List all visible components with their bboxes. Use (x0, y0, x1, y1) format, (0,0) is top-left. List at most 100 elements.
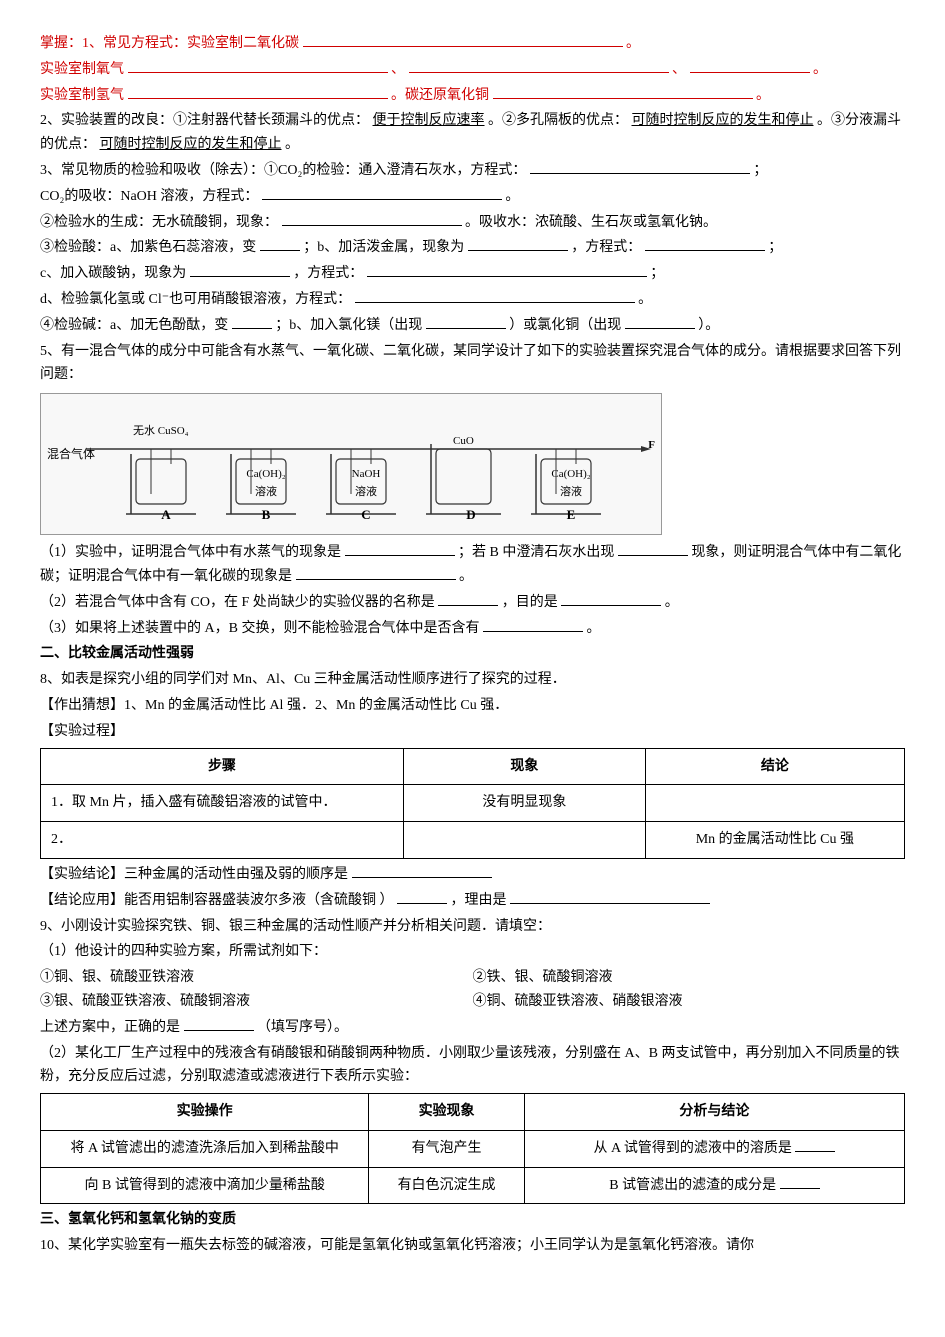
text: （3）如果将上述装置中的 A，B 交换，则不能检验混合气体中是否含有 (40, 621, 479, 636)
blank[interactable] (296, 565, 456, 580)
underline-text: 可随时控制反应的发生和停止 (100, 137, 282, 152)
text: （填写序号）。 (257, 1020, 348, 1035)
cell[interactable] (403, 822, 645, 859)
text: ；b、加入氯化镁（出现 (275, 318, 422, 333)
option-3: ③银、硫酸亚铁溶液、硫酸铜溶液 (40, 990, 473, 1014)
blank[interactable] (345, 541, 455, 556)
blank[interactable] (510, 889, 710, 904)
letter-c: C (321, 504, 411, 526)
col-op: 实验操作 (41, 1094, 369, 1131)
text: c、加入碳酸钠，现象为 (40, 266, 186, 281)
line-9: c、加入碳酸钠，现象为 ，方程式： ； (40, 262, 905, 286)
blank[interactable] (397, 889, 447, 904)
text: B 试管滤出的滤渣的成分是 (609, 1178, 776, 1193)
text: 。碳还原氧化铜 (391, 88, 489, 103)
col-step: 步骤 (41, 748, 404, 785)
naoh-label: NaOH溶液 (321, 465, 411, 502)
q9-1: （1）他设计的四种实验方案，所需试剂如下： (40, 940, 905, 964)
blank[interactable] (780, 1174, 820, 1189)
blank[interactable] (625, 314, 695, 329)
blank[interactable] (128, 84, 388, 99)
line-11: ④检验碱：a、加无色酚酞，变 ；b、加入氯化镁（出现 ）或氯化铜（出现 ）。 (40, 314, 905, 338)
text: 上述方案中，正确的是 (40, 1020, 180, 1035)
blank[interactable] (530, 159, 750, 174)
text: 2． (51, 832, 72, 847)
blank[interactable] (184, 1016, 254, 1031)
blank[interactable] (493, 84, 753, 99)
col-phenom: 实验现象 (369, 1094, 525, 1131)
blank[interactable] (355, 288, 635, 303)
q5-3: （3）如果将上述装置中的 A，B 交换，则不能检验混合气体中是否含有 。 (40, 617, 905, 641)
question-8: 8、如表是探究小组的同学们对 Mn、Al、Cu 三种金属活动性顺序进行了探究的过… (40, 668, 905, 692)
text: 。 (638, 292, 652, 307)
cell: 没有明显现象 (403, 785, 645, 822)
sep: 、 (391, 62, 405, 77)
heading-2: 二、比较金属活动性强弱 (40, 642, 905, 666)
blank[interactable] (618, 541, 688, 556)
table-row: 向 B 试管得到的滤液中滴加少量稀盐酸 有白色沉淀生成 B 试管滤出的滤渣的成分… (41, 1167, 905, 1204)
cell[interactable]: 2． (41, 822, 404, 859)
text: 。 (285, 137, 299, 152)
question-9: 9、小刚设计实验探究铁、铜、银三种金属的活动性顺产并分析相关问题．请填空： (40, 915, 905, 939)
text: ，目的是 (502, 595, 558, 610)
table-row: 将 A 试管滤出的滤渣洗涤后加入到稀盐酸中 有气泡产生 从 A 试管得到的滤液中… (41, 1130, 905, 1167)
blank[interactable] (232, 314, 272, 329)
text: ，方程式： (293, 266, 363, 281)
text: （1）实验中，证明混合气体中有水蒸气的现象是 (40, 545, 341, 560)
text: 掌握：1、常见方程式：实验室制二氧化碳 (40, 36, 299, 51)
label (426, 483, 516, 502)
blank[interactable] (282, 211, 462, 226)
q9-2: （2）某化工厂生产过程中的残液含有硝酸银和硝酸铜两种物质．小刚取少量该残液，分别… (40, 1042, 905, 1090)
cell: 有气泡产生 (369, 1130, 525, 1167)
text: 【实验结论】三种金属的活动性由强及弱的顺序是 (40, 867, 348, 882)
blank[interactable] (483, 617, 583, 632)
blank[interactable] (795, 1137, 835, 1152)
underline-text: 可随时控制反应的发生和停止 (632, 113, 814, 128)
blank[interactable] (352, 863, 492, 878)
col-phenom: 现象 (403, 748, 645, 785)
text: ； (753, 163, 767, 178)
q5-1: （1）实验中，证明混合气体中有水蒸气的现象是 ；若 B 中澄清石灰水出现 现象，… (40, 541, 905, 589)
blank[interactable] (303, 32, 623, 47)
cell: 有白色沉淀生成 (369, 1167, 525, 1204)
letter-a: A (121, 504, 211, 526)
blank[interactable] (367, 262, 647, 277)
text: ③检验酸：a、加紫色石蕊溶液，变 (40, 240, 256, 255)
line-1: 掌握：1、常见方程式：实验室制二氧化碳 。 (40, 32, 905, 56)
text: CO₂的吸收：NaOH 溶液，方程式： (40, 189, 258, 204)
line-5: 3、常见物质的检验和吸收（除去）：①CO₂的检验：通入澄清石灰水，方程式： ； (40, 159, 905, 183)
text: （2）若混合气体中含有 CO，在 F 处尚缺少的实验仪器的名称是 (40, 595, 435, 610)
blank[interactable] (438, 591, 498, 606)
option-1: ①铜、银、硫酸亚铁溶液 (40, 966, 473, 990)
cell: Mn 的金属活动性比 Cu 强 (645, 822, 904, 859)
blank[interactable] (561, 591, 661, 606)
table-header-row: 实验操作 实验现象 分析与结论 (41, 1094, 905, 1131)
text: ；b、加活泼金属，现象为 (303, 240, 464, 255)
text: 。②多孔隔板的优点： (488, 113, 628, 128)
blank[interactable] (690, 58, 810, 73)
blank[interactable] (468, 236, 568, 251)
blank[interactable] (260, 236, 300, 251)
text: 。 (626, 36, 640, 51)
cell[interactable] (645, 785, 904, 822)
letter-d: D (426, 504, 516, 526)
option-4: ④铜、硫酸亚铁溶液、硝酸银溶液 (473, 990, 906, 1014)
text: ②检验水的生成：无水硫酸铜，现象： (40, 215, 278, 230)
blank[interactable] (262, 185, 502, 200)
blank[interactable] (190, 262, 290, 277)
text: 实验室制氧气 (40, 62, 124, 77)
blank[interactable] (128, 58, 388, 73)
blank[interactable] (426, 314, 506, 329)
text: d、检验氯化氢或 Cl⁻也可用硝酸银溶液，方程式： (40, 292, 351, 307)
blank[interactable] (645, 236, 765, 251)
heading-3: 三、氢氧化钙和氢氧化钠的变质 (40, 1208, 905, 1232)
blank[interactable] (76, 829, 276, 843)
text: ； (768, 240, 782, 255)
q5-2: （2）若混合气体中含有 CO，在 F 处尚缺少的实验仪器的名称是 ，目的是 。 (40, 591, 905, 615)
experiment-table-2: 实验操作 实验现象 分析与结论 将 A 试管滤出的滤渣洗涤后加入到稀盐酸中 有气… (40, 1093, 905, 1204)
text: 。 (665, 595, 679, 610)
text: 。吸收水：浓硫酸、生石灰或氢氧化钠。 (465, 215, 717, 230)
blank[interactable] (409, 58, 669, 73)
options-row-1: ①铜、银、硫酸亚铁溶液 ②铁、银、硫酸铜溶液 (40, 966, 905, 990)
table-header-row: 步骤 现象 结论 (41, 748, 905, 785)
